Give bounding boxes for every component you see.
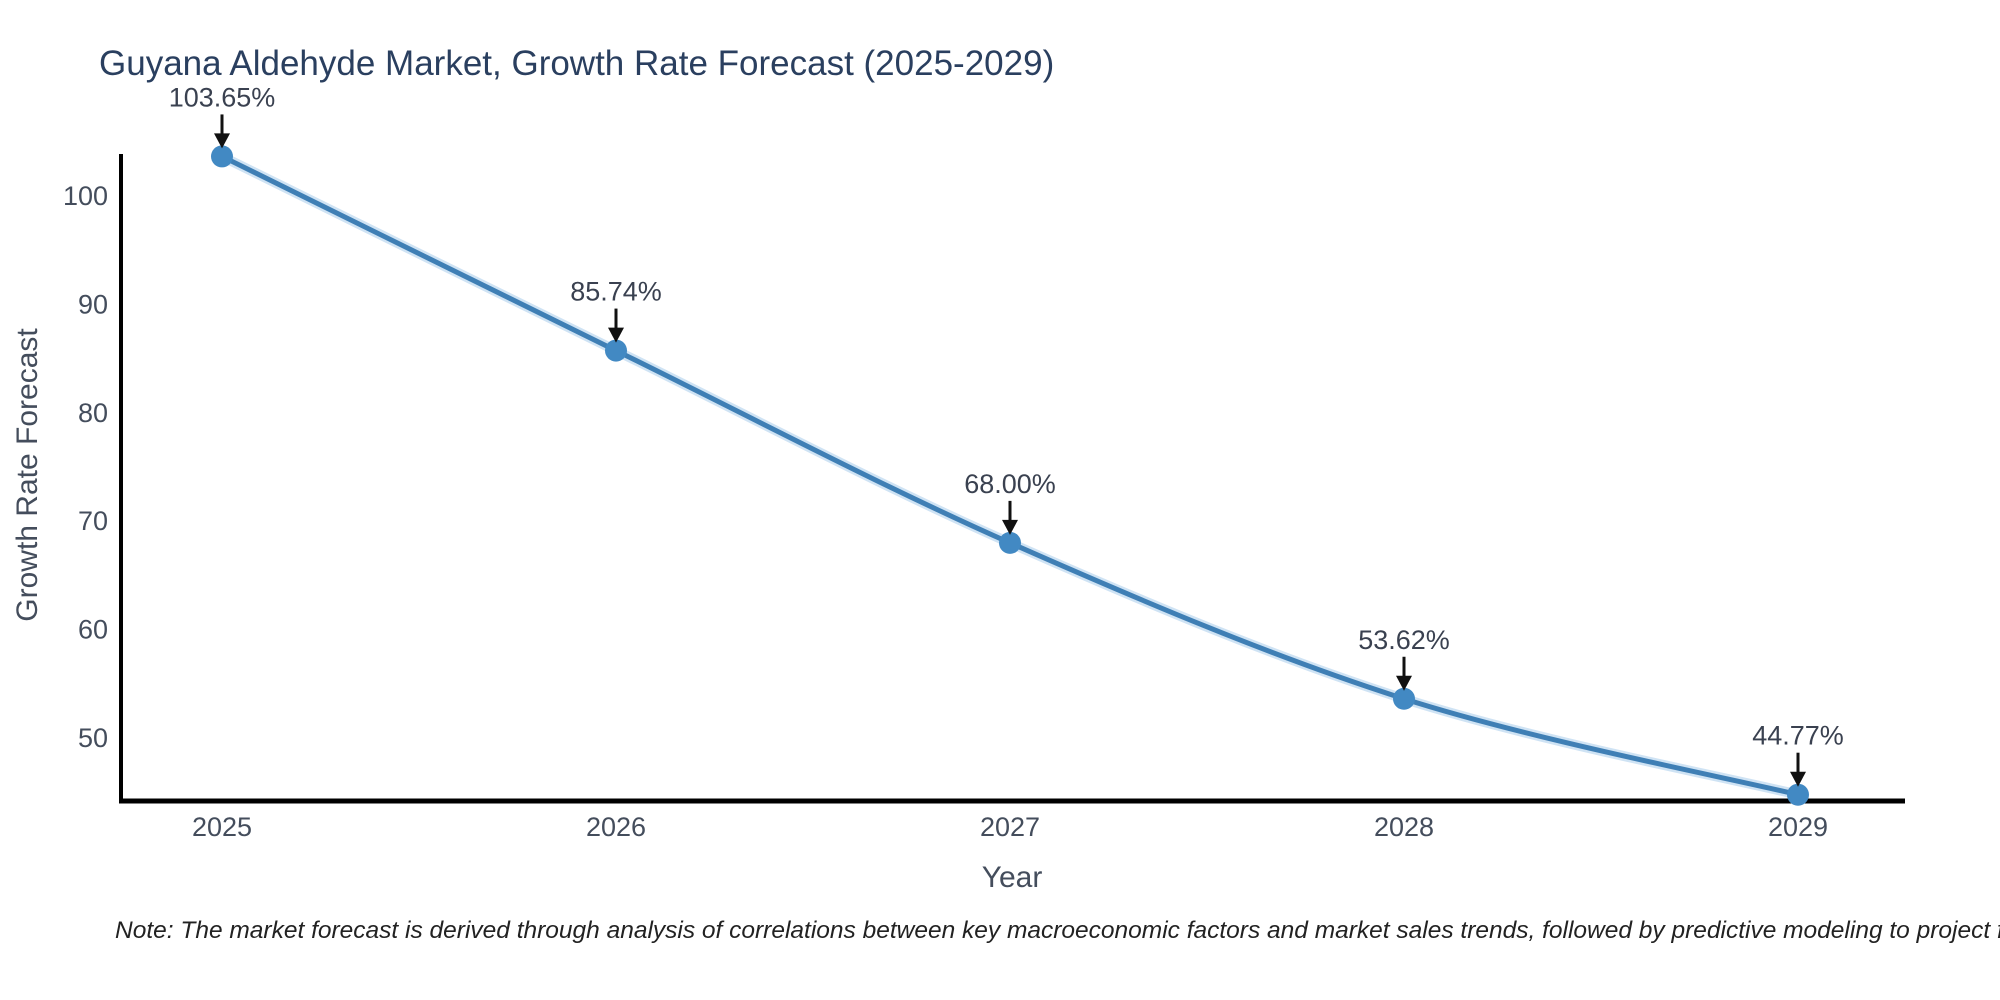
annotation-arrowhead — [1002, 519, 1018, 535]
data-point-marker — [211, 145, 233, 168]
annotation-arrowhead — [1396, 675, 1412, 691]
x-tick-label: 2029 — [1768, 812, 1828, 842]
y-tick-label: 70 — [78, 506, 108, 536]
y-tick-label: 100 — [63, 181, 108, 211]
y-tick-label: 60 — [78, 615, 108, 645]
annotation-label: 85.74% — [570, 277, 662, 307]
annotation-label: 53.62% — [1358, 625, 1450, 655]
y-tick-label: 50 — [78, 723, 108, 753]
data-point-marker — [999, 531, 1021, 554]
annotation-label: 68.00% — [964, 469, 1056, 499]
x-tick-label: 2025 — [192, 812, 252, 842]
annotation-arrowhead — [214, 133, 230, 149]
y-tick-label: 80 — [78, 398, 108, 428]
annotation-label: 103.65% — [169, 82, 276, 112]
x-tick-label: 2027 — [980, 812, 1040, 842]
x-tick-label: 2028 — [1374, 812, 1434, 842]
x-tick-label: 2026 — [586, 812, 646, 842]
chart-title: Guyana Aldehyde Market, Growth Rate Fore… — [99, 44, 1055, 83]
x-axis-title: Year — [981, 861, 1043, 894]
data-point-marker — [1787, 783, 1809, 806]
annotation-arrowhead — [1790, 771, 1806, 787]
data-point-marker — [1393, 687, 1415, 710]
annotation-label: 44.77% — [1752, 721, 1844, 751]
annotation-arrowhead — [608, 327, 624, 343]
footnote: Note: The market forecast is derived thr… — [115, 917, 2000, 944]
data-point-marker — [605, 339, 627, 362]
y-tick-label: 90 — [78, 289, 108, 319]
